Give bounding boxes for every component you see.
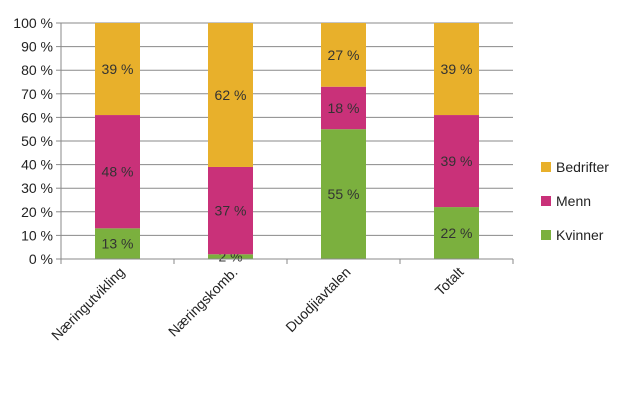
data-label: 22 %	[441, 225, 473, 241]
bar-segment-menn	[95, 115, 140, 229]
x-tick-label: Næringskomb.	[165, 264, 241, 340]
y-tick-label: 10 %	[21, 227, 53, 243]
legend-swatch-menn	[541, 196, 551, 206]
data-label: 48 %	[102, 164, 134, 180]
legend-swatch-kvinner	[541, 230, 551, 240]
data-label: 39 %	[102, 61, 134, 77]
bar-segment-kvinner	[95, 228, 140, 259]
y-tick-label: 50 %	[21, 133, 53, 149]
bar-segment-bedrifter	[95, 23, 140, 116]
data-label: 18 %	[328, 100, 360, 116]
y-tick-label: 40 %	[21, 157, 53, 173]
bars: 13 %48 %39 %2 %37 %62 %55 %18 %27 %22 %3…	[95, 23, 479, 265]
y-tick-label: 90 %	[21, 39, 53, 55]
bar-segment-bedrifter	[208, 23, 253, 167]
bar-segment-menn	[321, 86, 366, 130]
legend: Bedrifter Menn Kvinner	[541, 159, 609, 243]
legend-label: Bedrifter	[556, 159, 609, 175]
y-tick-label: 80 %	[21, 62, 53, 78]
bar-segment-kvinner	[321, 129, 366, 259]
bar-segment-menn	[208, 166, 253, 255]
bar-segment-kvinner	[208, 254, 253, 259]
x-tick-label: Totalt	[432, 264, 467, 299]
y-tick-label: 20 %	[21, 204, 53, 220]
legend-swatch-bedrifter	[541, 162, 551, 172]
data-label: 55 %	[328, 186, 360, 202]
data-label: 27 %	[328, 47, 360, 63]
bar-segment-bedrifter	[321, 23, 366, 87]
y-tick-label: 30 %	[21, 180, 53, 196]
data-label: 13 %	[102, 236, 134, 252]
data-label: 62 %	[215, 87, 247, 103]
bar-segment-menn	[434, 115, 479, 208]
legend-label: Menn	[556, 193, 591, 209]
y-tick-label: 0 %	[29, 251, 53, 267]
y-tick-label: 60 %	[21, 109, 53, 125]
data-label: 39 %	[441, 61, 473, 77]
y-tick-label: 70 %	[21, 86, 53, 102]
data-label: 39 %	[441, 153, 473, 169]
bar-segment-bedrifter	[434, 23, 479, 116]
y-tick-label: 100 %	[13, 15, 53, 31]
x-tick-label: Næringutvikling	[48, 264, 128, 344]
bar-segment-kvinner	[434, 207, 479, 259]
data-label: 37 %	[215, 203, 247, 219]
x-tick-label: Duodjiavtalen	[282, 264, 353, 335]
legend-label: Kvinner	[556, 227, 604, 243]
